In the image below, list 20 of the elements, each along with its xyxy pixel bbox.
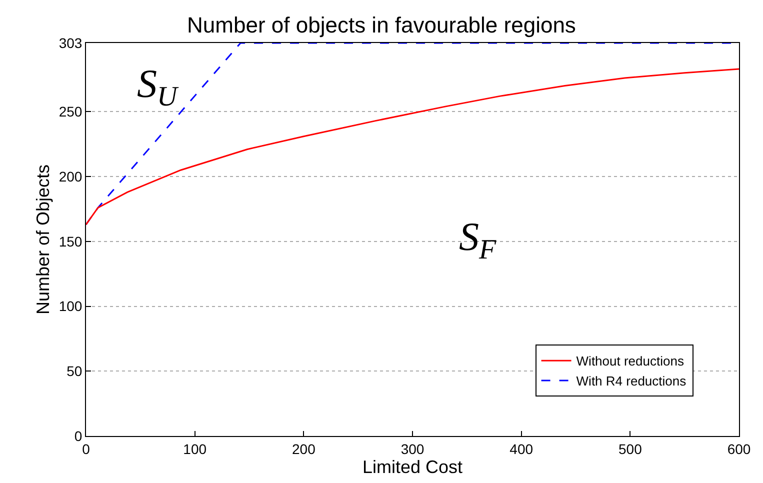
- y-tick-label: 50: [66, 363, 82, 380]
- annotation: S$_{U}$: [137, 61, 179, 112]
- x-tick-label: 600: [727, 440, 751, 457]
- legend-label: With R4 reductions: [576, 374, 687, 389]
- x-tick-label: 500: [618, 440, 642, 457]
- y-tick-label: 200: [58, 168, 82, 184]
- x-tick-label: 200: [292, 440, 316, 457]
- annotation: S$_{F}$: [459, 214, 497, 266]
- x-tick-label: 100: [183, 440, 207, 457]
- y-tick-label: 100: [58, 298, 82, 314]
- y-tick-label: 250: [58, 104, 82, 120]
- x-tick-label: 300: [400, 440, 424, 457]
- y-tick-label: 150: [58, 233, 82, 250]
- legend-label: Without reductions: [576, 354, 684, 369]
- y-tick-label: 303: [58, 34, 82, 51]
- chart-title: Number of objects in favourable regions: [187, 12, 576, 38]
- y-tick-label: 0: [74, 428, 82, 444]
- y-axis-title: Number of Objects: [33, 164, 54, 315]
- x-tick-label: 400: [510, 440, 534, 457]
- x-axis-title: Limited Cost: [362, 456, 463, 477]
